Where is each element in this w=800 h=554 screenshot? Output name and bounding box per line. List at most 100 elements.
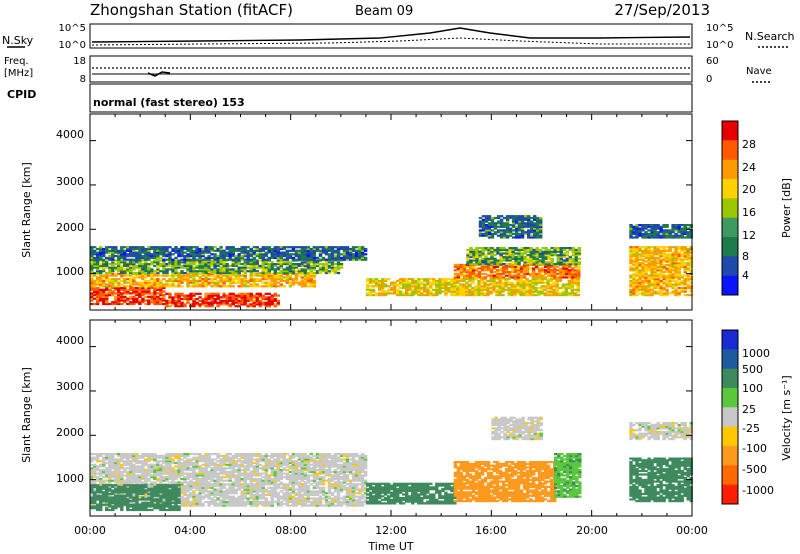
heatmap-cell: [502, 234, 507, 237]
heatmap-cell: [168, 283, 172, 286]
heatmap-cell: [183, 305, 187, 308]
heatmap-cell: [228, 249, 232, 252]
heatmap-cell: [641, 285, 645, 288]
heatmap-cell: [309, 253, 314, 256]
heatmap-cell: [374, 283, 379, 286]
heatmap-cell: [486, 267, 491, 270]
heatmap-cell: [228, 296, 232, 299]
heatmap-cell: [126, 297, 130, 300]
heatmap-cell: [117, 453, 121, 456]
heatmap-cell: [129, 281, 133, 284]
heatmap-cell: [303, 268, 308, 271]
heatmap-cell: [677, 258, 681, 261]
heatmap-cell: [402, 286, 406, 290]
heatmap-cell: [662, 231, 666, 234]
heatmap-cell: [153, 255, 157, 258]
heatmap-cell: [674, 229, 678, 232]
heatmap-cell: [647, 292, 651, 295]
heatmap-cell: [559, 261, 563, 264]
heatmap-cell: [547, 254, 551, 257]
heatmap-cell: [653, 231, 657, 234]
heatmap-cell: [237, 253, 241, 256]
heatmap-cell: [234, 271, 238, 275]
heatmap-cell: [533, 222, 537, 225]
heatmap-cell: [330, 249, 335, 252]
heatmap-cell: [189, 493, 193, 496]
heatmap-cell: [644, 278, 648, 281]
heatmap-cell: [680, 290, 684, 293]
heatmap-cell: [641, 286, 645, 290]
heatmap-cell: [252, 296, 256, 299]
heatmap-cell: [468, 265, 473, 268]
heatmap-cell: [555, 285, 559, 288]
heatmap-cell: [483, 281, 487, 284]
heatmap-cell: [225, 278, 229, 281]
heatmap-cell: [477, 281, 481, 284]
heatmap-cell: [544, 252, 548, 255]
heatmap-cell: [186, 264, 190, 267]
heatmap-cell: [255, 298, 259, 301]
heatmap-cell: [396, 290, 400, 293]
heatmap-cell: [553, 274, 557, 277]
heatmap-cell: [105, 278, 109, 281]
heatmap-cell: [420, 288, 424, 291]
heatmap-cell: [659, 265, 663, 268]
heatmap-cell: [150, 465, 154, 468]
heatmap-cell: [279, 251, 283, 254]
heatmap-cell: [552, 283, 556, 286]
heatmap-cell: [180, 274, 184, 277]
heatmap-cell: [541, 274, 545, 277]
heatmap-cell: [484, 225, 489, 228]
heatmap-cell: [231, 274, 235, 277]
heatmap-cell: [117, 295, 121, 298]
power-ytick: 2000: [56, 221, 84, 234]
heatmap-cell: [282, 253, 286, 256]
heatmap-cell: [234, 274, 238, 277]
heatmap-cell: [641, 251, 645, 254]
heatmap-cell: [504, 267, 509, 270]
heatmap-cell: [105, 247, 109, 251]
heatmap-cell: [556, 255, 560, 259]
heatmap-cell: [237, 258, 241, 261]
heatmap-cell: [450, 290, 454, 293]
heatmap-cell: [662, 253, 666, 256]
heatmap-cell: [508, 247, 512, 250]
heatmap-cell: [471, 281, 475, 284]
heatmap-cell: [505, 227, 510, 230]
heatmap-cell: [219, 299, 223, 302]
heatmap-cell: [641, 225, 645, 228]
heatmap-cell: [252, 253, 256, 256]
heatmap-cell: [411, 281, 415, 284]
heatmap-cell: [177, 266, 181, 269]
heatmap-cell: [465, 276, 470, 279]
heatmap-cell: [638, 255, 642, 258]
heatmap-cell: [574, 252, 578, 255]
heatmap-cell: [183, 255, 187, 258]
heatmap-cell: [147, 460, 151, 463]
heatmap-cell: [647, 260, 651, 263]
heatmap-cell: [453, 269, 458, 272]
heatmap-cell: [504, 274, 509, 277]
heatmap-cell: [99, 255, 103, 258]
heatmap-cell: [93, 246, 97, 249]
heatmap-cell: [360, 255, 365, 258]
heatmap-cell: [141, 472, 145, 475]
heatmap-cell: [417, 278, 421, 281]
heatmap-cell: [537, 279, 541, 282]
heatmap-cell: [540, 286, 544, 290]
heatmap-cell: [141, 294, 145, 297]
heatmap-cell: [159, 253, 163, 256]
heatmap-cell: [195, 258, 199, 261]
heatmap-cell: [291, 268, 296, 271]
heatmap-cell: [665, 274, 669, 277]
heatmap-cell: [210, 298, 214, 301]
heatmap-cell: [501, 265, 506, 268]
heatmap-cell: [99, 271, 103, 275]
heatmap-cell: [300, 249, 305, 252]
heatmap-cell: [484, 227, 489, 230]
heatmap-cell: [222, 301, 226, 304]
heatmap-cell: [291, 263, 296, 266]
heatmap-cell: [547, 252, 551, 255]
heatmap-cell: [689, 294, 693, 297]
heatmap-cell: [129, 470, 133, 473]
